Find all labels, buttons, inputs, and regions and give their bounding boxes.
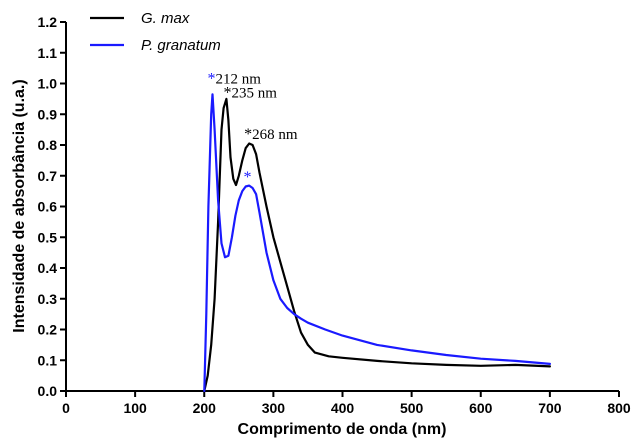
- peak-label: 212 nm: [216, 72, 262, 88]
- peak-star: *: [243, 169, 251, 186]
- y-ticks: 0.0 0.1 0.2 0.3 0.4 0.5 0.6 0.7 0.8 0.9 1.0 1.1 1.2: [38, 14, 66, 399]
- peak-annotation: *268 nm: [244, 126, 298, 143]
- y-tick-label: 0.6: [38, 199, 58, 215]
- x-tick-label: 500: [400, 400, 424, 416]
- y-axis-title: Intensidade de absorbância (u.a.): [11, 79, 28, 332]
- x-tick-label: 200: [193, 400, 217, 416]
- y-tick-label: 0.3: [38, 291, 58, 307]
- x-tick-label: 700: [538, 400, 562, 416]
- series-line-p-granatum: [203, 93, 551, 393]
- peak-label: 268 nm: [252, 127, 298, 143]
- annotations: *212 nm*235 nm*268 nm*: [208, 71, 298, 186]
- x-tick-label: 300: [262, 400, 286, 416]
- y-tick-label: 0.9: [38, 106, 58, 122]
- x-tick-label: 0: [62, 400, 70, 416]
- peak-star: *: [223, 84, 231, 101]
- y-tick-label: 0.7: [38, 168, 58, 184]
- x-tick-label: 600: [469, 400, 493, 416]
- peak-annotation: *212 nm: [208, 71, 262, 88]
- legend-label: G. max: [141, 10, 190, 27]
- x-tick-label: 400: [331, 400, 355, 416]
- x-tick-label: 100: [123, 400, 147, 416]
- y-tick-label: 0.1: [38, 352, 58, 368]
- y-tick-label: 1.2: [38, 14, 58, 30]
- series-lines: [203, 93, 551, 393]
- peak-annotation: *235 nm: [223, 84, 277, 101]
- x-tick-label: 800: [607, 400, 631, 416]
- legend-label: P. granatum: [141, 37, 221, 54]
- y-tick-label: 0.8: [38, 137, 58, 153]
- y-tick-label: 1.0: [38, 76, 58, 92]
- peak-annotation: *: [243, 169, 251, 186]
- peak-star: *: [244, 126, 252, 143]
- y-tick-label: 0.2: [38, 322, 58, 338]
- legend: G. max P. granatum: [90, 10, 221, 54]
- series-line-g-max: [203, 97, 551, 393]
- peak-star: *: [208, 71, 216, 88]
- y-tick-label: 0.0: [38, 383, 58, 399]
- y-tick-label: 0.5: [38, 229, 58, 245]
- x-axis-title: Comprimento de onda (nm): [238, 421, 447, 438]
- y-tick-label: 0.4: [38, 260, 58, 276]
- peak-label: 235 nm: [231, 85, 277, 101]
- y-tick-label: 1.1: [38, 45, 58, 61]
- x-ticks: 0 100 200 300 400 500 600 700 800: [62, 391, 631, 416]
